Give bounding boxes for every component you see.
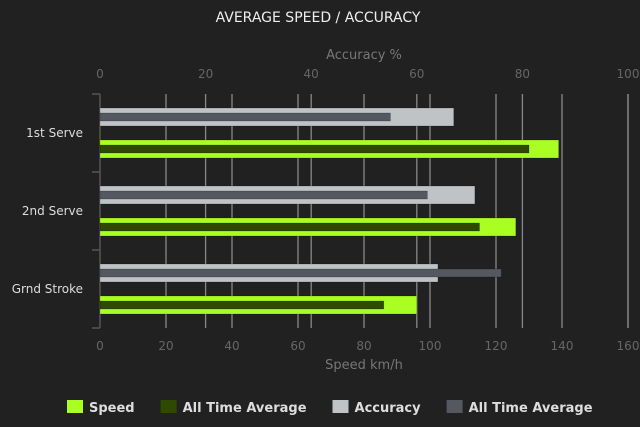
bar-accuracy[interactable] (99, 190, 428, 200)
legend-label: All Time Average (469, 401, 593, 416)
legend-swatch (67, 400, 83, 413)
x2-tick-label: 20 (198, 67, 213, 81)
bar-speed[interactable] (99, 300, 385, 310)
bar-accuracy[interactable] (99, 112, 391, 122)
bar-speed[interactable] (99, 222, 480, 232)
legend-label: All Time Average (183, 401, 307, 416)
x-tick-label: 120 (485, 339, 508, 353)
x-tick-label: 100 (419, 339, 442, 353)
chart-title: AVERAGE SPEED / ACCURACY (216, 10, 421, 26)
x2-tick-label: 80 (515, 67, 530, 81)
legend-label: Speed (89, 401, 135, 416)
legend-swatch (332, 400, 349, 413)
x-axis-label: Speed km/h (325, 358, 403, 373)
x2-tick-label: 40 (304, 67, 319, 81)
x-tick-label: 20 (158, 339, 173, 353)
bar-accuracy[interactable] (99, 268, 502, 278)
legend-swatch (160, 400, 177, 413)
legend-label: Accuracy (355, 401, 422, 416)
x-tick-label: 40 (224, 339, 239, 353)
bar-speed[interactable] (99, 144, 530, 154)
x2-axis-label: Accuracy % (326, 48, 402, 63)
x2-tick-label: 60 (409, 67, 424, 81)
x2-tick-label: 100 (617, 67, 640, 81)
category-label: 2nd Serve (22, 204, 83, 218)
x-tick-label: 60 (290, 339, 305, 353)
x-tick-label: 140 (551, 339, 574, 353)
x-tick-label: 160 (617, 339, 640, 353)
x-tick-label: 0 (96, 339, 104, 353)
category-label: 1st Serve (26, 126, 83, 140)
x2-tick-label: 0 (96, 67, 104, 81)
category-label: Grnd Stroke (12, 282, 83, 296)
x-tick-label: 80 (356, 339, 371, 353)
legend-swatch (446, 400, 463, 413)
